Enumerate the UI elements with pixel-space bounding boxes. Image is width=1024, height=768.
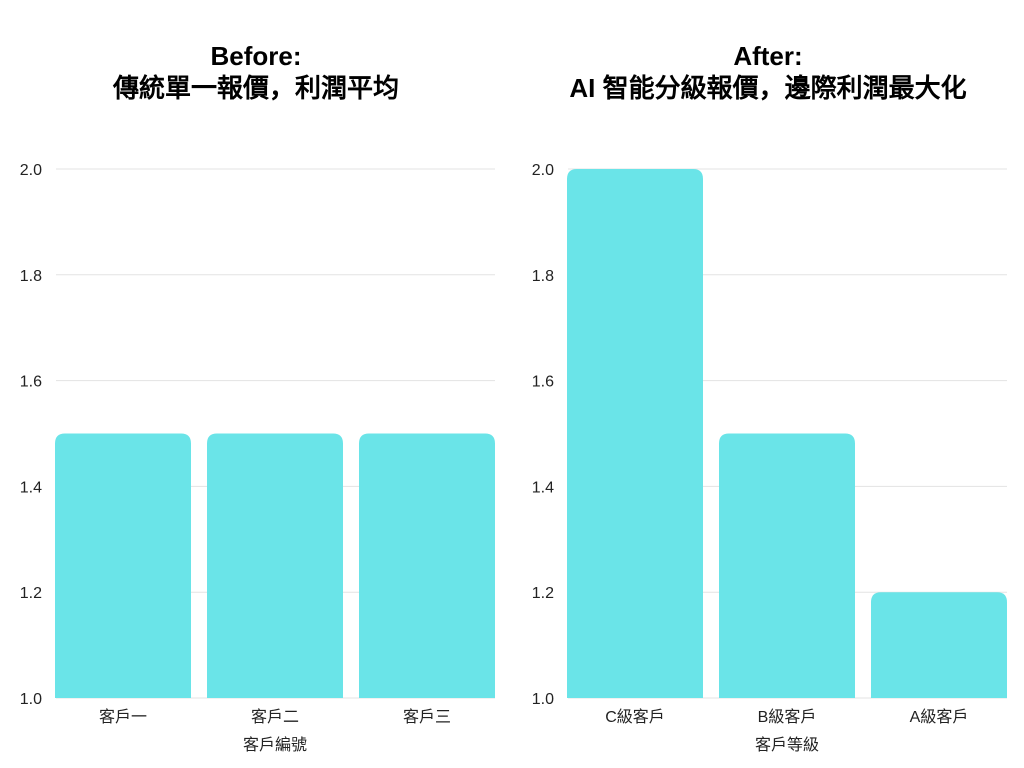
y-tick-label: 1.6 bbox=[20, 374, 42, 391]
before-chart-panel: Before: 傳統單一報價，利潤平均 1.0 1.2 1.4 1.6 1.8 2.0 客戶… bbox=[0, 40, 512, 754]
x-category-label: A級客戶 bbox=[910, 708, 969, 726]
chart-title: Before: 傳統單一報價，利潤平均 bbox=[0, 40, 512, 104]
x-category-label: 客戶二 bbox=[251, 708, 299, 726]
bar bbox=[359, 433, 495, 698]
chart-title: After: AI 智能分級報價，邊際利潤最大化 bbox=[512, 40, 1024, 104]
y-tick-label: 1.4 bbox=[532, 479, 554, 496]
x-category-label: 客戶一 bbox=[99, 708, 147, 726]
y-tick-label: 2.0 bbox=[532, 162, 554, 179]
y-tick-label: 2.0 bbox=[20, 162, 42, 179]
x-category-label: B級客戶 bbox=[758, 708, 817, 726]
x-axis-title: 客戶編號 bbox=[243, 736, 307, 754]
y-tick-label: 1.8 bbox=[20, 268, 42, 285]
y-tick-label: 1.2 bbox=[532, 585, 554, 602]
bar bbox=[567, 169, 703, 698]
bar bbox=[719, 433, 855, 698]
chart-title-line1: After: bbox=[733, 41, 803, 71]
bar bbox=[55, 433, 191, 698]
y-tick-label: 1.2 bbox=[20, 585, 42, 602]
chart-title-line1: Before: bbox=[210, 41, 302, 71]
y-tick-label: 1.6 bbox=[532, 374, 554, 391]
after-chart-panel: After: AI 智能分級報價，邊際利潤最大化 1.0 1.2 1.4 1.6 1.8… bbox=[512, 0, 1024, 768]
bar bbox=[871, 592, 1007, 698]
chart-title-line2: AI 智能分級報價，邊際利潤最大化 bbox=[569, 73, 967, 103]
bar bbox=[207, 433, 343, 698]
y-tick-label: 1.0 bbox=[532, 691, 554, 708]
y-tick-label: 1.0 bbox=[20, 691, 42, 708]
x-axis-title: 客戶等級 bbox=[755, 736, 819, 754]
y-tick-label: 1.8 bbox=[532, 268, 554, 285]
chart-title-line2: 傳統單一報價，利潤平均 bbox=[112, 73, 399, 103]
y-tick-label: 1.4 bbox=[20, 479, 42, 496]
x-category-label: C級客戶 bbox=[605, 708, 665, 726]
x-category-label: 客戶三 bbox=[403, 708, 451, 726]
